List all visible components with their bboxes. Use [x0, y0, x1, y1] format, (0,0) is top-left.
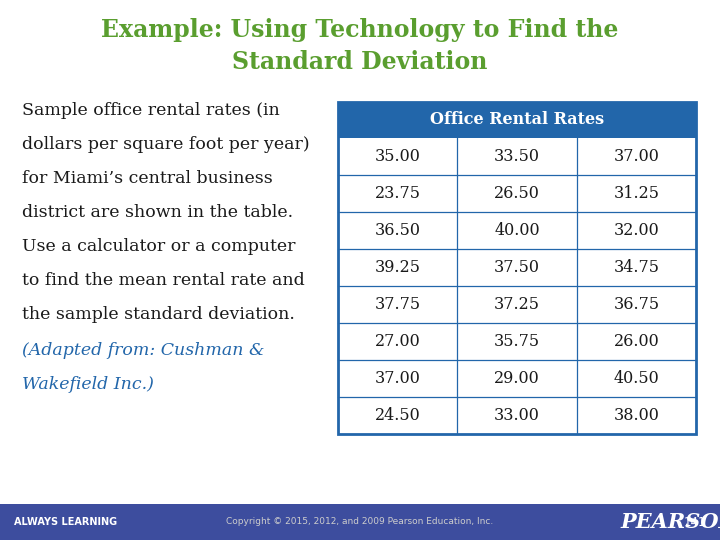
Text: 33.50: 33.50	[494, 148, 540, 165]
Text: 35.75: 35.75	[494, 333, 540, 350]
Text: 37.00: 37.00	[374, 370, 420, 387]
Text: PEARSON: PEARSON	[620, 512, 720, 532]
Text: 39.25: 39.25	[374, 259, 420, 276]
Text: ALWAYS LEARNING: ALWAYS LEARNING	[14, 517, 117, 527]
Text: to find the mean rental rate and: to find the mean rental rate and	[22, 272, 305, 289]
Text: district are shown in the table.: district are shown in the table.	[22, 204, 293, 221]
Bar	[338, 102, 696, 434]
Text: (Adapted from: Cushman &: (Adapted from: Cushman &	[22, 342, 264, 359]
Text: the sample standard deviation.: the sample standard deviation.	[22, 306, 295, 323]
Text: 141: 141	[683, 516, 706, 529]
Bar	[338, 138, 696, 434]
Text: Example: Using Technology to Find the: Example: Using Technology to Find the	[102, 18, 618, 42]
Text: 29.00: 29.00	[494, 370, 540, 387]
Text: Use a calculator or a computer: Use a calculator or a computer	[22, 238, 295, 255]
Text: 36.50: 36.50	[374, 222, 420, 239]
Text: dollars per square foot per year): dollars per square foot per year)	[22, 136, 310, 153]
Text: 37.25: 37.25	[494, 296, 540, 313]
Text: 35.00: 35.00	[374, 148, 420, 165]
Text: 33.00: 33.00	[494, 407, 540, 424]
Text: Sample office rental rates (in: Sample office rental rates (in	[22, 102, 280, 119]
Text: Copyright © 2015, 2012, and 2009 Pearson Education, Inc.: Copyright © 2015, 2012, and 2009 Pearson…	[226, 517, 494, 526]
Text: 36.75: 36.75	[613, 296, 660, 313]
Text: Wakefield Inc.): Wakefield Inc.)	[22, 376, 154, 393]
Text: 31.25: 31.25	[613, 185, 660, 202]
Text: 38.00: 38.00	[613, 407, 660, 424]
Text: 34.75: 34.75	[613, 259, 660, 276]
Text: 23.75: 23.75	[374, 185, 420, 202]
Text: Standard Deviation: Standard Deviation	[233, 50, 487, 74]
Text: 32.00: 32.00	[613, 222, 660, 239]
Text: 37.50: 37.50	[494, 259, 540, 276]
Text: for Miami’s central business: for Miami’s central business	[22, 170, 273, 187]
Text: 24.50: 24.50	[375, 407, 420, 424]
Text: 27.00: 27.00	[375, 333, 420, 350]
Text: 26.00: 26.00	[613, 333, 660, 350]
Text: 37.00: 37.00	[613, 148, 660, 165]
Text: 40.50: 40.50	[613, 370, 660, 387]
Bar	[338, 102, 696, 138]
Text: 37.75: 37.75	[374, 296, 420, 313]
Text: 40.00: 40.00	[494, 222, 540, 239]
Text: 26.50: 26.50	[494, 185, 540, 202]
Text: Office Rental Rates: Office Rental Rates	[430, 111, 604, 129]
Bar	[0, 504, 720, 540]
